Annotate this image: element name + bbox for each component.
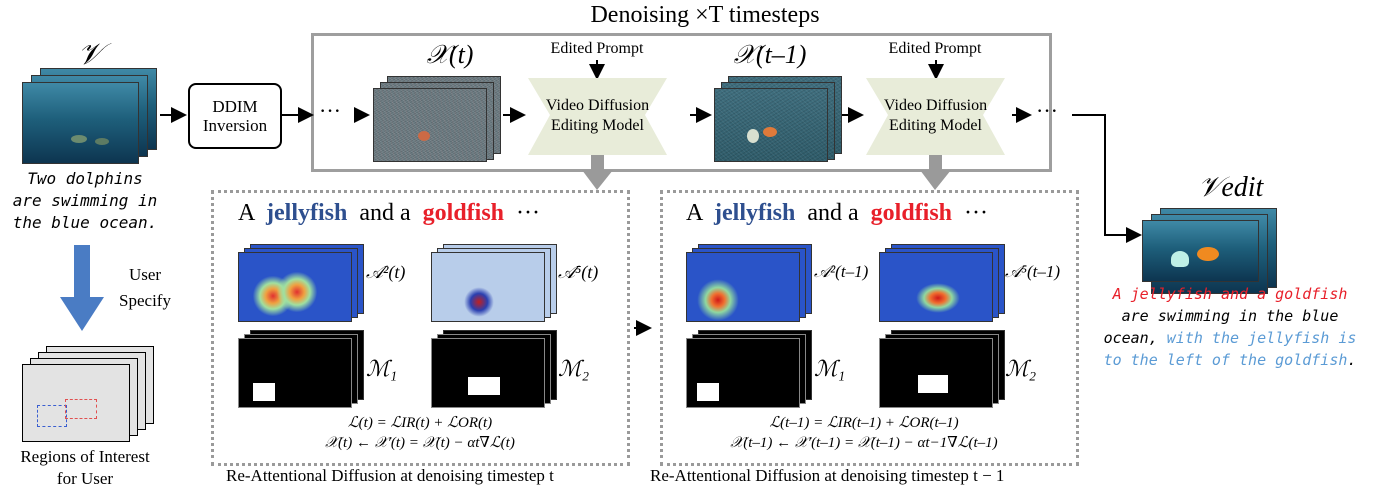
mask-region bbox=[468, 377, 500, 395]
output-frame-front bbox=[1142, 220, 1259, 282]
loss-eq-right: ℒ(t–1) = ℒIR(t–1) + ℒOR(t–1) bbox=[769, 415, 959, 431]
attn-map-gold-front bbox=[431, 252, 545, 322]
output-caption-blue-2: to the left of the goldfish bbox=[1103, 351, 1348, 369]
output-caption-line2: are swimming in the blue bbox=[1121, 307, 1339, 325]
caption-line: the blue ocean. bbox=[12, 213, 158, 232]
edited-prompt-label-1: Edited Prompt bbox=[550, 40, 644, 57]
input-video-symbol: 𝒱 bbox=[77, 38, 103, 71]
caption-line: are swimming in bbox=[12, 191, 158, 210]
user-specify-line: User bbox=[128, 265, 162, 284]
edited-prompt-label-2: Edited Prompt bbox=[888, 40, 982, 57]
model-line: Editing Model bbox=[889, 117, 982, 134]
re-attention-panel-t-minus-1 bbox=[660, 190, 1079, 466]
mask-gold-front bbox=[431, 338, 545, 408]
roi-box-blue bbox=[37, 405, 67, 427]
output-caption-line4: to the left of the goldfish. bbox=[1082, 349, 1378, 371]
prompt-tokens-left: A jellyfish and a goldfish ··· bbox=[238, 200, 618, 227]
token-jellyfish: jellyfish bbox=[714, 200, 796, 226]
model-line: Video Diffusion bbox=[883, 97, 988, 114]
input-caption: Two dolphins are swimming in the blue oc… bbox=[0, 168, 170, 234]
model-line: Editing Model bbox=[551, 117, 644, 134]
roi-caption: Regions of Interest for User bbox=[0, 446, 170, 490]
output-video-symbol: 𝒱edit bbox=[1198, 172, 1264, 203]
output-caption: A jellyfish and a goldfish are swimming … bbox=[1082, 283, 1378, 371]
update-eq-right: 𝒳(t–1) ← 𝒳′(t–1) = 𝒳(t–1) − αt−1∇ℒ(t–1) bbox=[730, 435, 998, 451]
user-specify-arrow bbox=[60, 245, 104, 331]
mask-label-m1-right: ℳ₁ bbox=[814, 356, 846, 381]
mask-jelly-front bbox=[238, 338, 352, 408]
xt-frame-front bbox=[373, 88, 487, 162]
heat-spot bbox=[916, 283, 960, 313]
output-caption-line3: ocean, with the jellyfish is bbox=[1082, 327, 1378, 349]
goldfish-blob bbox=[763, 127, 777, 137]
token-a: A bbox=[238, 200, 255, 226]
goldfish-shape bbox=[1197, 247, 1219, 261]
prompt-tokens-right: A jellyfish and a goldfish ··· bbox=[686, 200, 1066, 227]
fish-blob bbox=[418, 131, 430, 141]
xt-label: 𝒳(t) bbox=[426, 40, 474, 69]
output-caption-period: . bbox=[1347, 351, 1357, 369]
model-line: Video Diffusion bbox=[545, 97, 650, 114]
panel-caption-t: Re-Attentional Diffusion at denoising ti… bbox=[226, 466, 554, 485]
attn-label-a2-t1: 𝒜²(t–1) bbox=[814, 262, 869, 281]
jellyfish-blob bbox=[747, 129, 759, 143]
roi-caption-line: Regions of Interest bbox=[20, 447, 150, 466]
mask-label-m1-left: ℳ₁ bbox=[366, 356, 398, 381]
token-goldfish: goldfish bbox=[870, 200, 953, 226]
video-diffusion-model-2: Video Diffusion Editing Model bbox=[866, 96, 1005, 136]
dolphin-shape bbox=[71, 135, 87, 143]
ellipsis-right: ··· bbox=[1036, 98, 1058, 123]
roi-caption-line: for User bbox=[56, 469, 114, 488]
diagram-title: Denoising ×T timesteps bbox=[590, 2, 820, 28]
token-and-a: and a bbox=[359, 200, 411, 226]
mask-gold-front-r bbox=[879, 338, 993, 408]
panel-caption-t-minus-1: Re-Attentional Diffusion at denoising ti… bbox=[650, 466, 1005, 485]
xt1-frame-front bbox=[714, 88, 828, 162]
token-goldfish: goldfish bbox=[422, 200, 505, 226]
mask-label-m2-right: ℳ₂ bbox=[1005, 356, 1037, 381]
heat-spot bbox=[464, 287, 494, 317]
ddim-line: Inversion bbox=[202, 116, 268, 135]
attn-map-jelly-front-r bbox=[686, 252, 800, 322]
roi-frame-front bbox=[22, 364, 130, 442]
xt1-label: 𝒳(t–1) bbox=[733, 40, 807, 69]
output-caption-ocean: ocean, bbox=[1103, 329, 1158, 347]
re-attention-panel-t bbox=[211, 190, 630, 466]
token-and-a: and a bbox=[807, 200, 859, 226]
mask-region bbox=[697, 383, 719, 401]
user-specify-label: User Specify bbox=[115, 262, 175, 314]
roi-box-red bbox=[65, 399, 97, 419]
output-caption-blue-1: with the jellyfish is bbox=[1166, 329, 1357, 347]
jellyfish-shape bbox=[1171, 251, 1189, 267]
attn-map-jelly-front bbox=[238, 252, 352, 322]
heat-spot bbox=[277, 271, 317, 313]
heat-spot bbox=[697, 279, 739, 321]
attn-map-gold-front-r bbox=[879, 252, 993, 322]
input-frame-front bbox=[22, 82, 139, 164]
token-dots: ··· bbox=[516, 200, 541, 226]
attn-label-a5-t: 𝒜⁵(t) bbox=[558, 262, 599, 282]
dolphin-shape bbox=[95, 138, 109, 145]
ddim-inversion-box: DDIM Inversion bbox=[188, 83, 282, 149]
attn-label-a5-t1: 𝒜⁵(t–1) bbox=[1005, 262, 1061, 281]
mask-label-m2-left: ℳ₂ bbox=[558, 356, 590, 381]
update-eq-left: 𝒳(t) ← 𝒳′(t) = 𝒳(t) − αt∇ℒ(t) bbox=[325, 435, 515, 451]
mask-jelly-front-r bbox=[686, 338, 800, 408]
loss-eq-left: ℒ(t) = ℒIR(t) + ℒOR(t) bbox=[347, 415, 493, 431]
caption-line: Two dolphins bbox=[27, 169, 143, 188]
video-diffusion-model-1: Video Diffusion Editing Model bbox=[528, 96, 667, 136]
token-a: A bbox=[686, 200, 703, 226]
attn-label-a2-t: 𝒜²(t) bbox=[366, 262, 406, 282]
token-dots: ··· bbox=[964, 200, 989, 226]
ddim-line: DDIM bbox=[212, 97, 258, 116]
mask-region bbox=[253, 383, 275, 401]
mask-region bbox=[918, 375, 948, 393]
token-jellyfish: jellyfish bbox=[266, 200, 348, 226]
user-specify-line: Specify bbox=[119, 291, 171, 310]
output-caption-line1: A jellyfish and a goldfish bbox=[1112, 285, 1348, 303]
ellipsis-left: ··· bbox=[319, 98, 341, 123]
denoising-loop-box bbox=[311, 33, 1052, 172]
